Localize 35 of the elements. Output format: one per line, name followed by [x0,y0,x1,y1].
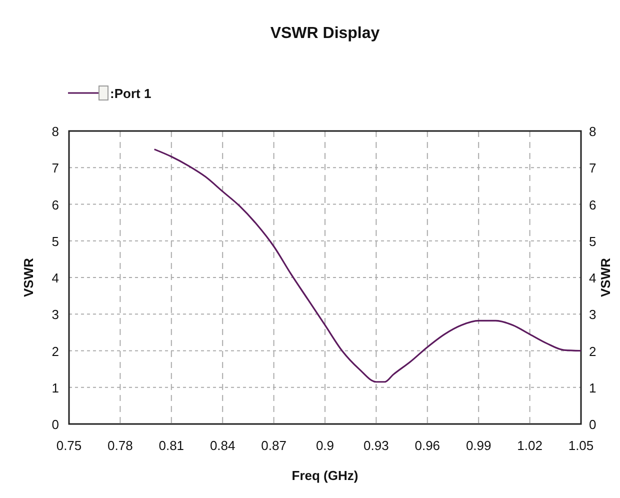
y2-axis-title: VSWR [598,257,613,297]
y2-tick-label: 6 [589,197,596,212]
x-tick-label: 0.96 [414,438,440,453]
y-tick-label: 6 [52,197,59,212]
y2-tick-label: 3 [589,307,596,322]
x-tick-label: 1.05 [568,438,594,453]
line-series [154,148,582,383]
y-tick-label: 8 [52,124,59,139]
x-tick-label: 0.9 [316,438,334,453]
x-tick-label: 0.78 [108,438,133,453]
x-tick-label: 1.02 [517,438,542,453]
y-tick-label: 5 [52,234,59,249]
y-tick-label: 4 [52,270,59,286]
y2-tick-label: 1 [589,380,596,396]
x-tick-label: 0.93 [364,438,389,453]
x-axis-title: Freq (GHz) [292,468,358,483]
x-tick-label: 0.75 [56,438,82,453]
y2-tick-label: 7 [589,160,596,176]
y2-tick-label: 0 [589,417,596,432]
legend-label: :Port 1 [110,86,152,101]
y-tick-label: 2 [52,344,59,359]
x-tick-label: 0.99 [466,438,492,453]
x-tick-label: 0.87 [261,438,286,453]
y2-tick-label: 2 [589,344,596,359]
chart-title: VSWR Display [270,25,380,42]
y-tick-label: 7 [52,160,59,176]
y-tick-label: 1 [52,380,59,396]
x-tick-label: 0.81 [158,438,184,453]
y2-tick-label: 5 [589,234,596,249]
y-tick-label: 0 [52,417,59,432]
y-axis-title: VSWR [21,257,36,297]
y2-tick-label: 4 [589,270,596,286]
y2-tick-label: 8 [589,124,596,139]
x-tick-label: 0.84 [210,438,236,453]
y-tick-label: 3 [52,307,59,322]
